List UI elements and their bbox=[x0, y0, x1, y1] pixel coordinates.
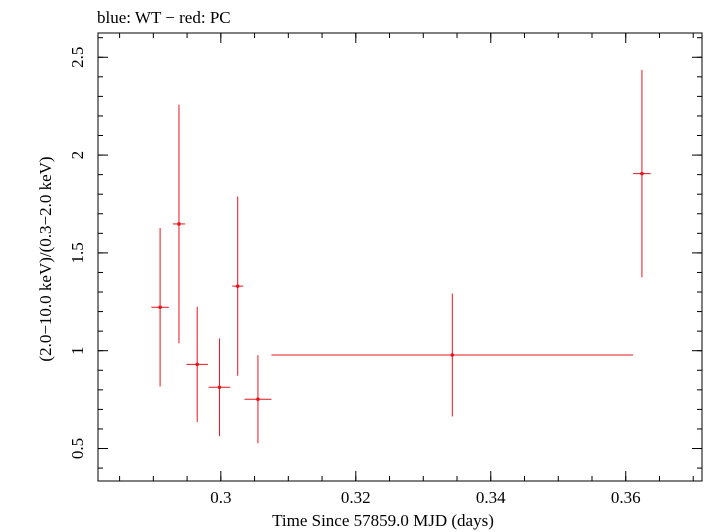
data-point bbox=[244, 355, 272, 444]
data-point bbox=[172, 104, 186, 344]
axis-ticks bbox=[98, 33, 702, 481]
x-axis-label: Time Since 57859.0 MJD (days) bbox=[272, 511, 494, 530]
data-points bbox=[151, 69, 651, 444]
x-tick-label: 0.34 bbox=[476, 488, 506, 507]
y-axis-label: (2.0−10.0 keV)/(0.3−2.0 keV) bbox=[36, 156, 55, 361]
point-marker bbox=[177, 222, 181, 226]
chart-title: blue: WT − red: PC bbox=[97, 8, 231, 27]
point-marker bbox=[217, 385, 222, 390]
data-point bbox=[151, 228, 169, 387]
point-marker bbox=[158, 305, 162, 310]
y-tick-label: 1 bbox=[68, 346, 87, 355]
point-marker bbox=[195, 362, 200, 367]
x-tick-label: 0.32 bbox=[341, 488, 371, 507]
data-point bbox=[186, 306, 209, 423]
data-point bbox=[633, 69, 651, 278]
point-marker bbox=[256, 397, 260, 402]
y-tick-label: 0.5 bbox=[68, 438, 87, 459]
point-marker bbox=[450, 353, 455, 357]
data-point bbox=[271, 293, 634, 417]
x-tick-label: 0.3 bbox=[210, 488, 231, 507]
x-tick-label: 0.36 bbox=[611, 488, 641, 507]
data-point bbox=[208, 338, 231, 437]
point-marker bbox=[235, 284, 240, 288]
data-point bbox=[232, 196, 244, 376]
plot-frame bbox=[97, 32, 703, 482]
y-tick-label: 2.5 bbox=[68, 47, 87, 68]
axis-tick-labels: 0.3 0.32 0.34 0.36 0.5 1 1.5 2 2.5 bbox=[68, 47, 641, 507]
y-tick-label: 2 bbox=[68, 151, 87, 160]
point-marker bbox=[640, 171, 644, 176]
y-tick-label: 1.5 bbox=[68, 242, 87, 263]
